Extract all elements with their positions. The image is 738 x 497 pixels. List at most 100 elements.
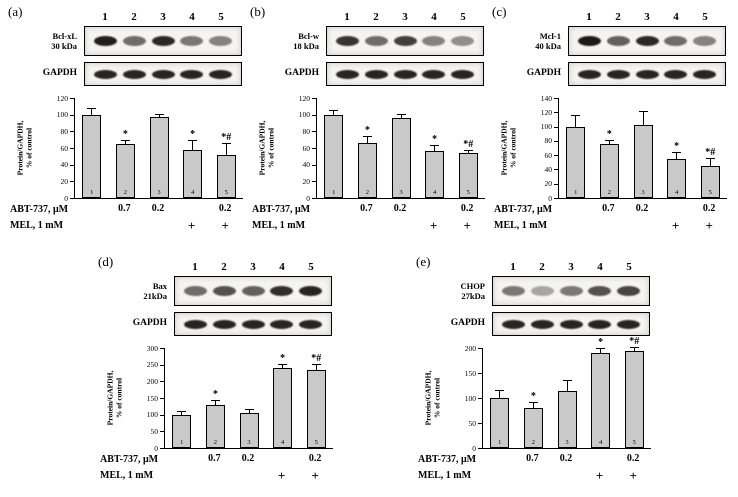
y-tick-label: 100: [540, 122, 552, 132]
y-tick-label: 40: [60, 160, 69, 170]
gapdh-band: [364, 69, 388, 79]
protein-band: [299, 286, 322, 296]
treatment-values: 0.7 0.2 0.2: [482, 453, 650, 464]
bar: 2: [599, 143, 619, 198]
lane-number: 2: [615, 11, 621, 23]
y-tick-label: 80: [60, 126, 69, 136]
y-tick: [160, 414, 165, 416]
bar: 4: [667, 158, 687, 198]
treatment-value: 0.2: [460, 203, 474, 214]
protein-name: CHOP: [460, 281, 485, 291]
treatment-row: MEL, 1 mM + +: [492, 219, 732, 233]
error-bar: [633, 348, 635, 351]
bar: 2: [115, 143, 135, 198]
protein-band: [422, 36, 446, 46]
y-axis-title: Protein/GAPDH,% of control: [102, 348, 128, 448]
bar: 5: [624, 350, 644, 448]
bar: 5: [700, 165, 720, 198]
y-tick: [554, 183, 559, 185]
bar-number: 3: [157, 189, 161, 196]
protein-band: [530, 286, 554, 296]
lane-number: 2: [221, 261, 227, 273]
panel-label: (b): [250, 4, 266, 19]
y-tick: [70, 98, 75, 99]
gapdh-label: GAPDH: [284, 68, 319, 78]
y-tick-label: 200: [464, 343, 476, 353]
protein-band: [693, 36, 716, 46]
lane-number: 1: [344, 11, 350, 23]
protein-band: [180, 36, 204, 46]
y-tick: [70, 131, 75, 133]
lane-number: 1: [510, 261, 516, 273]
lane-number: 1: [192, 261, 198, 273]
bar-number: 3: [565, 439, 569, 446]
bar: 4: [591, 353, 611, 448]
protein-band: [393, 36, 417, 46]
treatment-value: 0.2: [241, 453, 255, 464]
gapdh-label: GAPDH: [42, 68, 77, 78]
treatment-value: [516, 469, 550, 482]
error-bar-cap: [362, 136, 372, 138]
treatment-values: + +: [164, 469, 332, 482]
bar-number: 4: [674, 189, 679, 196]
gapdh-band: [209, 69, 232, 79]
y-tick: [554, 198, 559, 199]
treatment-value: [265, 453, 299, 464]
error-bar: [400, 114, 402, 118]
treatment-row: MEL, 1 mM + +: [98, 469, 338, 483]
error-bar-cap: [278, 363, 288, 365]
gapdh-band: [393, 69, 417, 79]
bar: 3: [149, 117, 169, 198]
bar: 4: [183, 149, 203, 198]
error-bar-cap: [87, 107, 97, 109]
bar-number: 1: [332, 189, 336, 196]
error-bar: [192, 141, 194, 150]
treatment-row: ABT-737, μM 0.7 0.2 0.2: [98, 453, 338, 467]
bar-number: 1: [90, 189, 94, 196]
protein-blot-image: [492, 276, 650, 306]
treatment-row: ABT-737, μM 0.7 0.2 0.2: [250, 203, 490, 217]
y-tick: [312, 198, 317, 199]
treatment-value: +: [671, 218, 680, 233]
error-bar-cap: [188, 140, 198, 142]
bar-number: 3: [247, 439, 251, 446]
protein-band: [336, 36, 359, 46]
gapdh-blot-image: [326, 62, 484, 86]
y-axis-title-text: Protein/GAPDH,% of control: [424, 371, 442, 426]
error-bar-cap: [638, 111, 648, 113]
error-bar-cap: [120, 139, 130, 141]
error-bar-cap: [463, 149, 473, 151]
error-bar-cap: [244, 408, 254, 410]
treatment-value: [164, 453, 198, 464]
bar-number: 4: [280, 439, 285, 446]
treatment-value: [659, 203, 693, 214]
y-tick-label: 20: [60, 176, 69, 186]
protein-name: Bax: [152, 281, 167, 291]
lane-number: 5: [702, 11, 708, 23]
protein-band: [578, 36, 601, 46]
bar: 1: [490, 398, 510, 448]
gapdh-band: [184, 319, 207, 329]
lane-number: 4: [597, 261, 603, 273]
bar-number: 3: [641, 189, 645, 196]
significance-marker: *: [598, 337, 604, 348]
treatment-value: 0.2: [393, 203, 407, 214]
protein-band: [212, 286, 236, 296]
treatment-label: MEL, 1 mM: [100, 470, 154, 481]
gapdh-band: [299, 319, 322, 329]
treatment-values: 0.7 0.2 0.2: [74, 203, 242, 214]
error-bar-cap: [430, 145, 440, 147]
treatment-value: 0.7: [360, 203, 373, 214]
lane-number: 5: [460, 11, 466, 23]
treatment-value: [592, 219, 626, 232]
protein-band: [270, 286, 294, 296]
y-axis-title-line: % of control: [508, 127, 517, 169]
bar-chart: 0 20 40 60 80 100 120 140 1 2 * 3 4 * 5 *#: [541, 94, 727, 203]
panel-a: (a) 1 2 3 4 5 Bcl-xL 30 kDa GAPDH Protein/GAPDH,%…: [8, 4, 248, 246]
significance-marker: *: [674, 141, 680, 152]
lane-numbers: 1 2 3 4 5: [568, 11, 726, 23]
gapdh-band: [606, 69, 630, 79]
treatment-value: [108, 219, 142, 232]
y-tick: [312, 114, 317, 116]
treatment-values: 0.7 0.2 0.2: [316, 203, 484, 214]
